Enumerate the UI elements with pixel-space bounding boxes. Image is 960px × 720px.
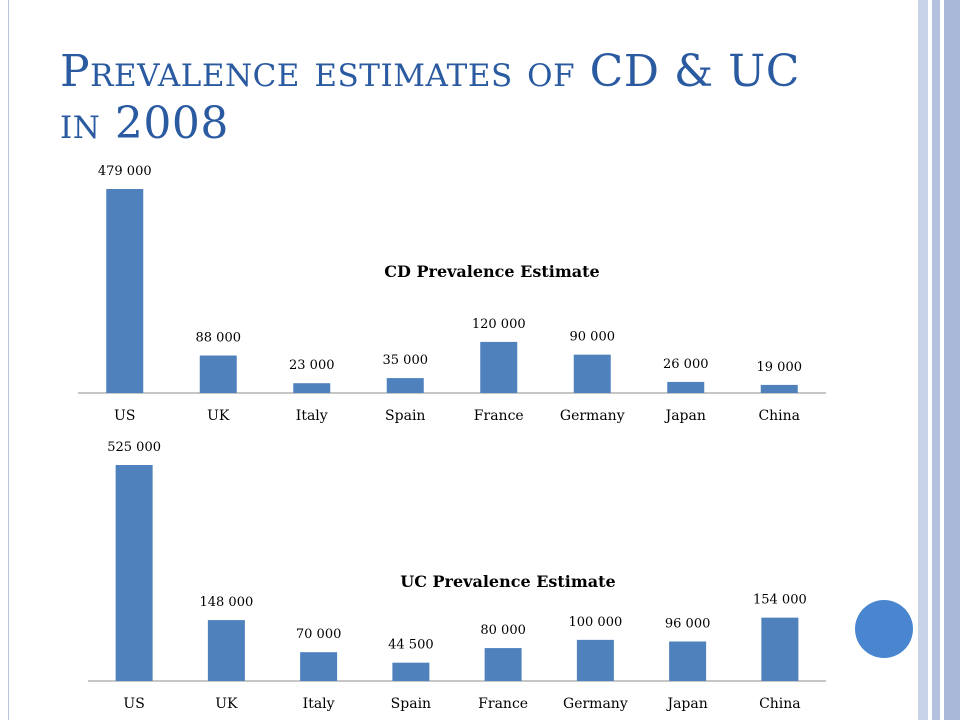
data-label: 525 000 <box>107 440 161 455</box>
category-tick-label: UK <box>215 696 238 712</box>
bar <box>669 641 707 681</box>
bar <box>484 648 522 681</box>
decorative-circle <box>855 600 913 658</box>
bar <box>293 383 331 393</box>
category-tick-label: France <box>474 408 524 424</box>
data-label: 35 000 <box>383 353 429 368</box>
bar <box>392 662 430 681</box>
left-border-rule <box>8 0 9 720</box>
category-tick-label: Italy <box>296 408 328 424</box>
category-tick-label: France <box>478 696 528 712</box>
data-label: 96 000 <box>665 617 711 632</box>
chart-title: UC Prevalence Estimate <box>400 572 615 591</box>
bar <box>573 354 611 393</box>
right-decorative-stripes <box>918 0 960 720</box>
data-label: 100 000 <box>568 615 622 630</box>
bar <box>300 652 338 681</box>
category-tick-label: Spain <box>391 696 431 712</box>
bar <box>576 639 614 681</box>
category-tick-label: US <box>123 696 144 712</box>
data-label: 148 000 <box>199 595 253 610</box>
category-tick-label: Italy <box>303 696 335 712</box>
data-label: 479 000 <box>98 164 152 179</box>
stripe <box>932 0 940 720</box>
bar <box>199 355 237 393</box>
slide-title: Prevalence estimates of CD & UC in 2008 <box>60 46 880 150</box>
data-label: 19 000 <box>757 360 803 375</box>
chart-title: CD Prevalence Estimate <box>384 262 599 281</box>
slide-title-line-2: in 2008 <box>60 98 229 149</box>
bar <box>761 617 799 681</box>
category-tick-label: Germany <box>560 408 625 424</box>
category-tick-label: Spain <box>385 408 425 424</box>
bar <box>386 378 424 393</box>
stripe <box>918 0 928 720</box>
data-label: 44 500 <box>388 638 434 653</box>
data-label: 80 000 <box>480 623 526 638</box>
bar <box>667 381 705 393</box>
category-tick-label: China <box>759 696 801 712</box>
bar <box>480 341 518 393</box>
bar <box>760 384 798 393</box>
category-tick-label: UK <box>207 408 230 424</box>
bar <box>106 189 144 393</box>
slide-title-line-1: Prevalence estimates of CD & UC <box>60 46 800 97</box>
data-label: 23 000 <box>289 358 335 373</box>
bar <box>115 465 153 681</box>
data-label: 26 000 <box>663 357 709 372</box>
bar <box>207 620 245 681</box>
data-label: 154 000 <box>753 593 807 608</box>
data-label: 90 000 <box>570 330 616 345</box>
category-tick-label: Japan <box>664 408 706 424</box>
category-tick-label: Germany <box>563 696 628 712</box>
category-tick-label: Japan <box>665 696 707 712</box>
data-label: 88 000 <box>196 331 242 346</box>
category-tick-label: US <box>114 408 135 424</box>
category-tick-label: China <box>758 408 800 424</box>
stripe <box>944 0 960 720</box>
data-label: 70 000 <box>296 627 342 642</box>
data-label: 120 000 <box>472 317 526 332</box>
